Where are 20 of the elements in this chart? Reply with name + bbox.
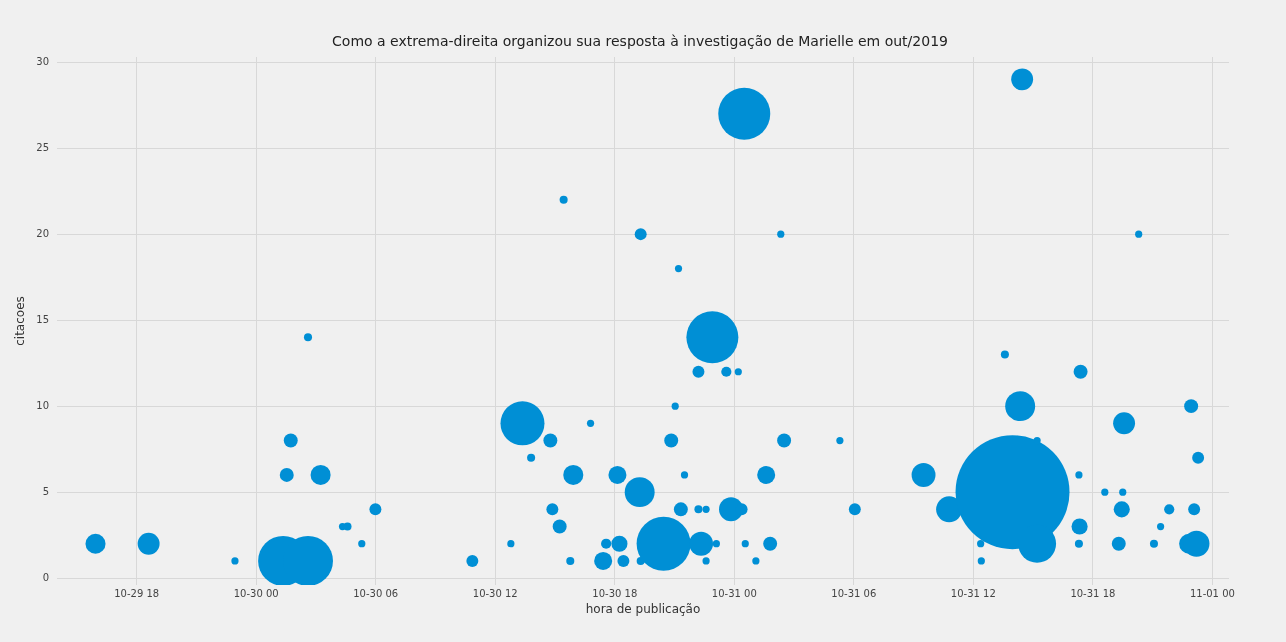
y-tick-label: 15 (36, 313, 49, 325)
x-tick-label: 10-30 12 (472, 587, 518, 599)
y-axis-title: citacoes (13, 296, 28, 346)
y-tick-label: 5 (42, 485, 49, 497)
chart-title: Como a extrema-direita organizou sua resposta à investigação de Marielle em out/2019 (332, 33, 948, 50)
x-axis-title: hora de publicação (585, 602, 701, 617)
x-tick-label: 10-30 06 (353, 587, 399, 599)
y-tick-label: 20 (36, 227, 49, 239)
x-tick-label: 10-30 00 (233, 587, 279, 599)
x-tick-label: 10-30 18 (592, 587, 638, 599)
x-tick-label: 10-31 18 (1070, 587, 1116, 599)
y-tick-label: 0 (42, 571, 49, 583)
x-tick-label: 10-31 12 (950, 587, 996, 599)
x-tick-label: 10-31 06 (831, 587, 877, 599)
x-tick-label: 10-31 00 (711, 587, 757, 599)
x-tick-label: 10-29 18 (114, 587, 160, 599)
y-tick-label: 30 (36, 55, 49, 67)
y-tick-label: 10 (36, 399, 49, 411)
y-tick-label: 25 (36, 141, 49, 153)
x-tick-label: 11-01 00 (1189, 587, 1235, 599)
